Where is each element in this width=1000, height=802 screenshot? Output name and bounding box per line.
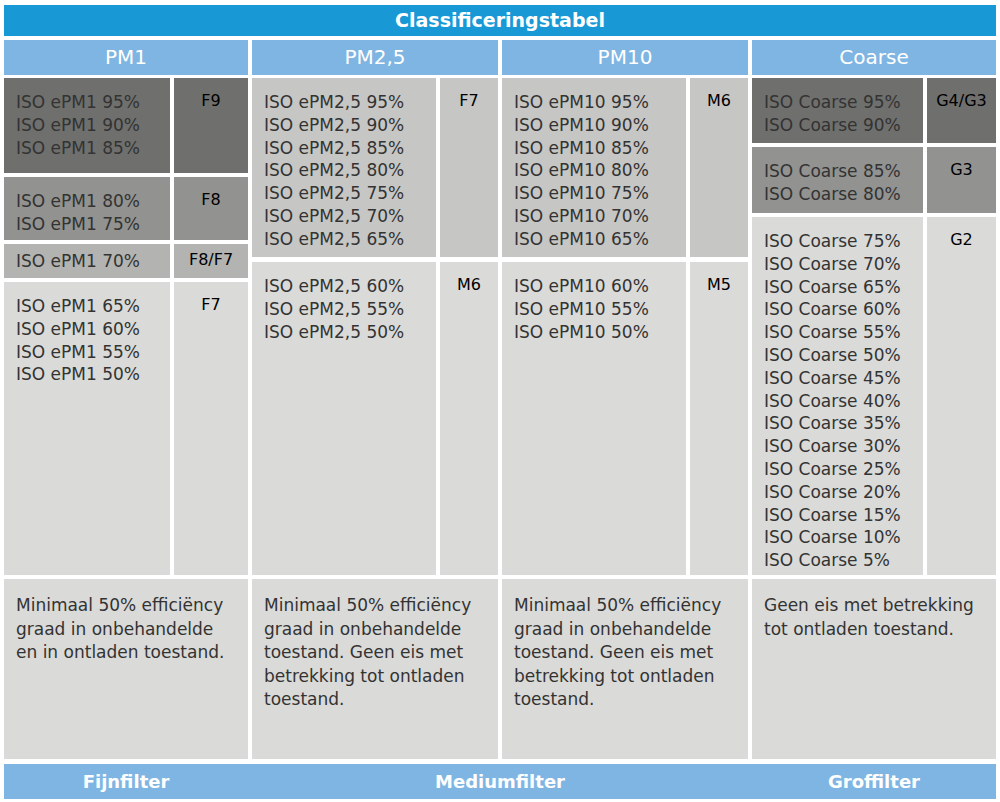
filter-class-f9: F9 (174, 78, 248, 173)
filter-class-g2: G2 (927, 217, 996, 575)
iso-labels-pm1-f9: ISO ePM1 95% ISO ePM1 90% ISO ePM1 85% (4, 78, 170, 173)
note-pm1: Minimaal 50% efficiëncy graad in onbehan… (4, 579, 248, 759)
filter-class-f7: F7 (440, 78, 498, 257)
iso-labels-pm25-m6: ISO ePM2,5 60% ISO ePM2,5 55% ISO ePM2,5… (252, 262, 436, 575)
iso-labels-pm10-m6: ISO ePM10 95% ISO ePM10 90% ISO ePM10 85… (502, 78, 686, 257)
footer-groffilter: Groffilter (752, 764, 996, 799)
iso-labels-pm10-m5: ISO ePM10 60% ISO ePM10 55% ISO ePM10 50… (502, 262, 686, 575)
filter-class-g3: G3 (927, 147, 996, 213)
classification-table: Classificeringstabel PM1 PM2,5 PM10 Coar… (0, 0, 1000, 802)
iso-labels-pm1-f7: ISO ePM1 65% ISO ePM1 60% ISO ePM1 55% I… (4, 282, 170, 575)
table-title: Classificeringstabel (4, 5, 996, 36)
filter-class-f8f7: F8/F7 (174, 244, 248, 278)
column-header-pm1: PM1 (4, 40, 248, 75)
iso-labels-pm1-f8f7: ISO ePM1 70% (4, 244, 170, 278)
filter-class-m5: M5 (690, 262, 748, 575)
iso-labels-pm1-f8: ISO ePM1 80% ISO ePM1 75% (4, 177, 170, 240)
note-coarse: Geen eis met betrekking tot ontladen toe… (752, 579, 996, 759)
filter-class-g4g3: G4/G3 (927, 78, 996, 143)
iso-labels-coarse-g3: ISO Coarse 85% ISO Coarse 80% (752, 147, 923, 213)
footer-fijnfilter: Fijnfilter (4, 764, 248, 799)
note-pm10: Minimaal 50% efficiëncy graad in onbehan… (502, 579, 748, 759)
iso-labels-coarse-g4g3: ISO Coarse 95% ISO Coarse 90% (752, 78, 923, 143)
iso-labels-pm25-f7: ISO ePM2,5 95% ISO ePM2,5 90% ISO ePM2,5… (252, 78, 436, 257)
filter-class-m6: M6 (440, 262, 498, 575)
iso-labels-coarse-g2: ISO Coarse 75% ISO Coarse 70% ISO Coarse… (752, 217, 923, 575)
filter-class-m6: M6 (690, 78, 748, 257)
note-pm2-5: Minimaal 50% efficiëncy graad in onbehan… (252, 579, 498, 759)
filter-class-f7: F7 (174, 282, 248, 575)
column-header-pm2-5: PM2,5 (252, 40, 498, 75)
filter-class-f8: F8 (174, 177, 248, 240)
footer-mediumfilter: Mediumfilter (252, 764, 748, 799)
column-header-pm10: PM10 (502, 40, 748, 75)
column-header-coarse: Coarse (752, 40, 996, 75)
